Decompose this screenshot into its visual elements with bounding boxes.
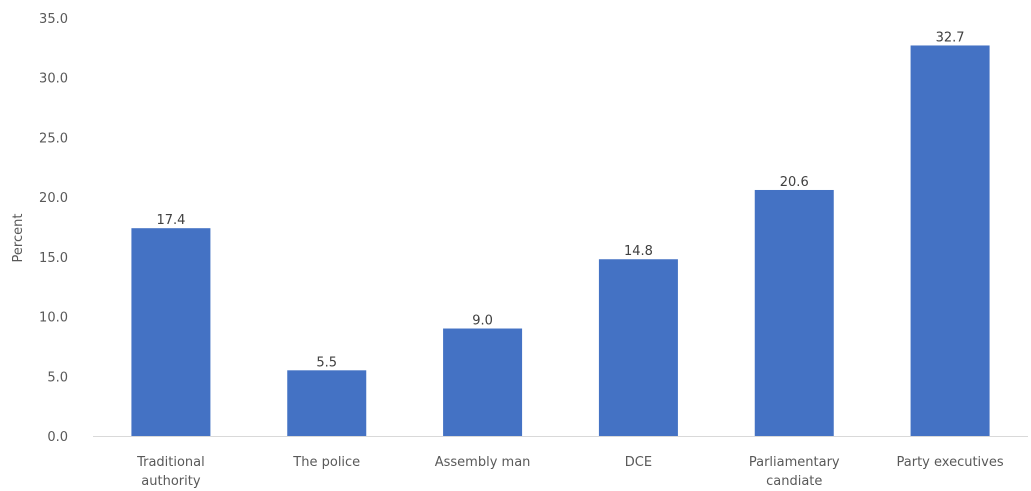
bar <box>910 45 990 437</box>
x-category-label: Assembly man <box>435 455 531 470</box>
y-tick-label: 15.0 <box>39 251 68 266</box>
bar <box>754 189 834 436</box>
x-category-label: Parliamentary <box>749 455 840 470</box>
bar-value-label: 20.6 <box>780 175 809 190</box>
y-tick-label: 30.0 <box>39 72 68 87</box>
x-category-label: Traditional <box>136 455 205 470</box>
y-tick-label: 25.0 <box>39 131 68 146</box>
bars <box>131 45 990 437</box>
y-tick-label: 0.0 <box>47 430 68 445</box>
y-tick-label: 5.0 <box>47 370 68 385</box>
bar-value-label: 9.0 <box>472 314 493 329</box>
bar <box>443 328 523 436</box>
y-tick-label: 10.0 <box>39 311 68 326</box>
x-axis-category-labels: Traditional authority The police Assembly m… <box>136 455 1004 489</box>
y-tick-label: 20.0 <box>39 191 68 206</box>
x-category-label: Party executives <box>897 455 1004 470</box>
x-category-label: authority <box>141 474 201 489</box>
data-labels: 17.4 5.5 9.0 14.8 20.6 32.7 <box>156 30 964 370</box>
bar <box>598 259 678 436</box>
bar-value-label: 14.8 <box>624 244 653 259</box>
x-category-label: DCE <box>625 455 652 470</box>
bar <box>131 228 211 436</box>
y-axis-title: Percent <box>11 214 26 263</box>
y-axis-ticks: 0.0 5.0 10.0 15.0 20.0 25.0 30.0 35.0 <box>39 12 68 445</box>
bar-value-label: 5.5 <box>316 355 337 370</box>
x-category-label: The police <box>292 455 360 470</box>
y-tick-label: 35.0 <box>39 12 68 27</box>
x-category-label: candiate <box>766 474 822 489</box>
bar <box>287 370 367 436</box>
bar-value-label: 17.4 <box>156 213 185 228</box>
bar-value-label: 32.7 <box>936 30 965 45</box>
